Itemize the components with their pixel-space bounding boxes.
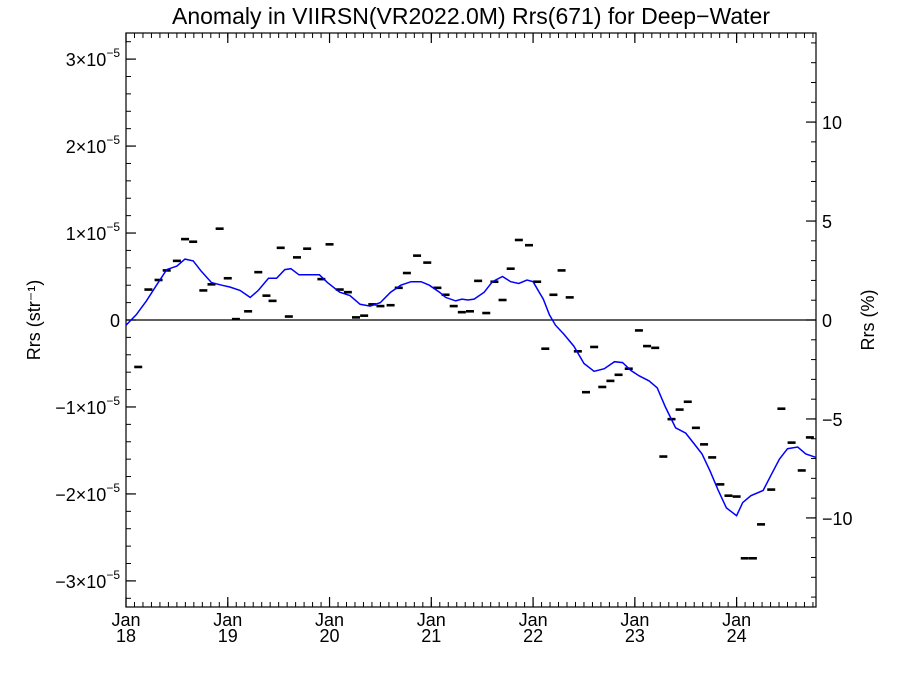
left-tick-mantissa: −3×10 [55, 572, 106, 592]
left-tick-label: 1×10−5 [66, 220, 121, 244]
x-tick-month: Jan [315, 610, 344, 630]
x-tick-year: 22 [523, 626, 543, 646]
left-axis: 3×10−52×10−51×10−50−1×10−5−2×10−5−3×10−5 [55, 41, 136, 599]
x-tick-month: Jan [722, 610, 751, 630]
x-tick-month: Jan [417, 610, 446, 630]
x-tick-year: 19 [218, 626, 238, 646]
left-tick-exponent: −5 [106, 220, 120, 234]
x-tick-month: Jan [620, 610, 649, 630]
y-axis-label-left: Rrs (str⁻¹) [24, 280, 44, 360]
x-tick-year: 21 [421, 626, 441, 646]
x-tick-year: 23 [625, 626, 645, 646]
left-tick-mantissa: 1×10 [66, 224, 107, 244]
left-tick-exponent: −5 [106, 481, 120, 495]
x-tick-year: 18 [116, 626, 136, 646]
right-tick-label: 5 [822, 212, 832, 232]
trend-line [125, 258, 817, 517]
left-tick-mantissa: 3×10 [66, 50, 107, 70]
left-tick-mantissa: −2×10 [55, 485, 106, 505]
right-tick-label: −5 [822, 410, 843, 430]
left-tick-exponent: −5 [106, 394, 120, 408]
left-tick-mantissa: 2×10 [66, 137, 107, 157]
left-tick-label: −2×10−5 [55, 481, 120, 505]
right-tick-label: −10 [822, 509, 853, 529]
right-tick-label: 10 [822, 113, 842, 133]
x-tick-month: Jan [519, 610, 548, 630]
x-tick-year: 24 [727, 626, 747, 646]
left-tick-exponent: −5 [106, 568, 120, 582]
x-tick-month: Jan [213, 610, 242, 630]
left-tick-mantissa: −1×10 [55, 398, 106, 418]
left-tick-mantissa: 0 [110, 311, 120, 331]
right-axis: 10 5 0 −5 −10 [806, 42, 853, 598]
x-tick-month: Jan [111, 610, 140, 630]
left-tick-label: 2×10−5 [66, 133, 121, 157]
chart-title: Anomaly in VIIRSN(VR2022.0M) Rrs(671) fo… [172, 3, 770, 29]
data-points [134, 227, 814, 560]
left-tick-label: 3×10−5 [66, 46, 121, 70]
left-tick-label: −1×10−5 [55, 394, 120, 418]
left-tick-exponent: −5 [106, 133, 120, 147]
left-tick-exponent: −5 [106, 46, 120, 60]
left-tick-label: 0 [110, 311, 120, 331]
left-tick-label: −3×10−5 [55, 568, 120, 592]
y-axis-label-right: Rrs (%) [858, 290, 878, 351]
right-tick-label: 0 [822, 311, 832, 331]
x-tick-year: 20 [320, 626, 340, 646]
